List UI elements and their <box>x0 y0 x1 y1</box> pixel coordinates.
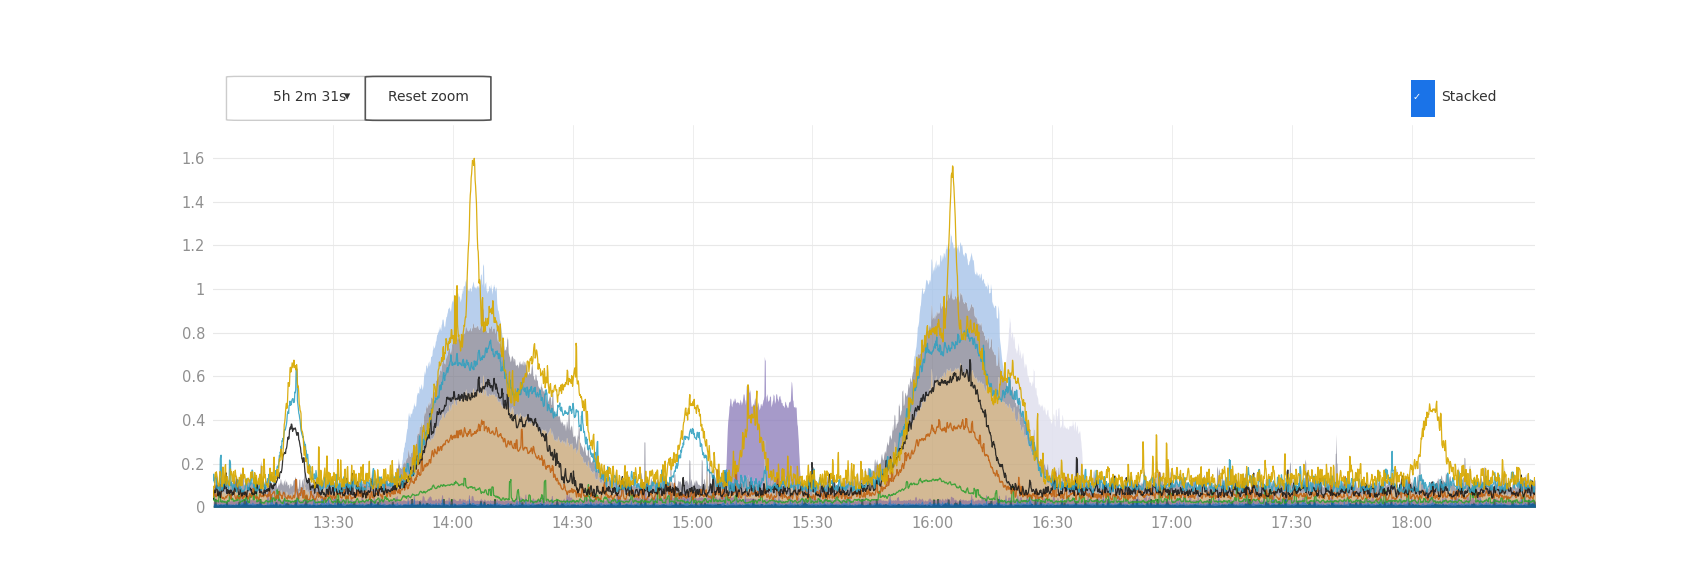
FancyBboxPatch shape <box>1410 80 1434 117</box>
Text: ✓: ✓ <box>1412 92 1420 102</box>
Text: ▾: ▾ <box>344 91 350 103</box>
Text: Reset zoom: Reset zoom <box>387 90 469 104</box>
Text: 5h 2m 31s: 5h 2m 31s <box>273 90 346 104</box>
FancyBboxPatch shape <box>227 76 372 120</box>
Text: Stacked: Stacked <box>1441 90 1497 104</box>
FancyBboxPatch shape <box>365 76 491 120</box>
